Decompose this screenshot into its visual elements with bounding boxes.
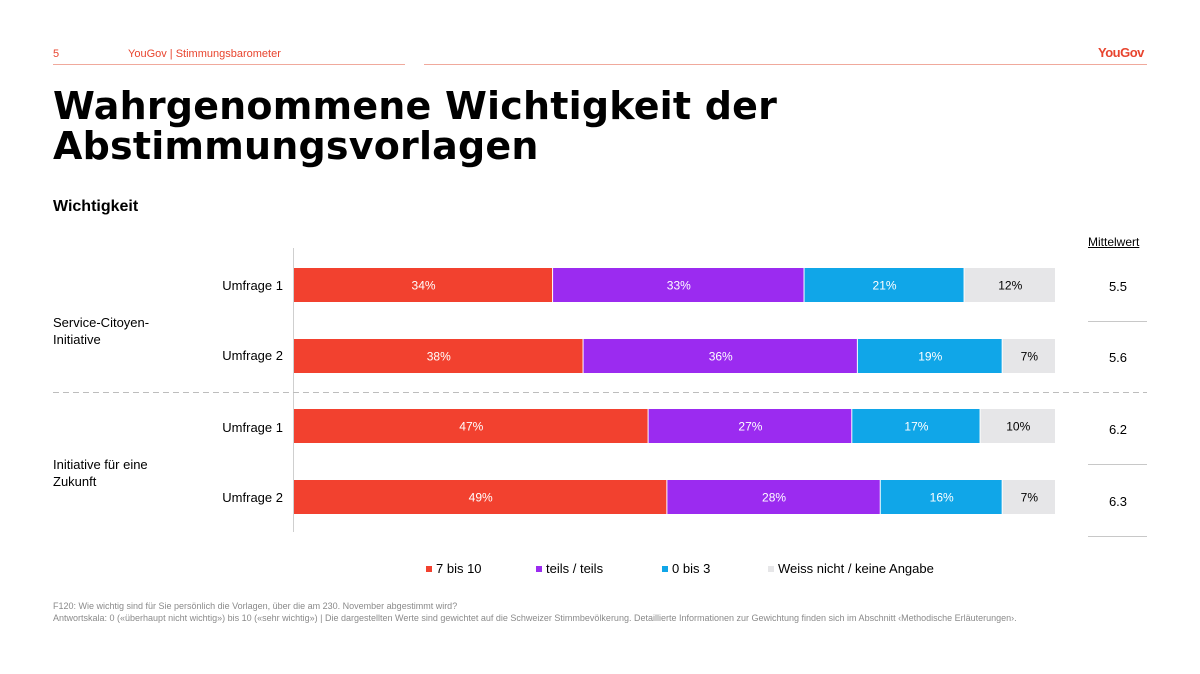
bar-seg-7-bis-10	[294, 268, 553, 302]
bar-data-label: 19%	[918, 350, 942, 364]
bar-data-label: 10%	[1006, 420, 1030, 434]
legend-label: 0 bis 3	[672, 561, 711, 576]
bar-seg-teils-teils	[667, 480, 880, 514]
bar-seg-0-bis-3	[804, 268, 964, 302]
row-label: Umfrage 1	[222, 278, 283, 293]
bar-seg-teils-teils	[648, 409, 852, 443]
row-label: Umfrage 2	[222, 490, 283, 505]
header-divider-left	[53, 64, 405, 65]
yougov-logo: YouGov	[1098, 45, 1144, 60]
bar-seg-7-bis-10	[294, 480, 667, 514]
chart-legend: 7 bis 10 teils / teils 0 bis 3 Weiss nic…	[426, 561, 934, 576]
group-label-zukunft: Initiative für eine Zukunft	[53, 456, 203, 490]
footnote: F120: Wie wichtig sind für Sie persönlic…	[53, 600, 1153, 624]
bar-seg-0-bis-3	[857, 339, 1002, 373]
bar-seg-teils-teils	[583, 339, 857, 373]
mean-value: 5.5	[1108, 279, 1128, 294]
legend-item-none: Weiss nicht / keine Angabe	[768, 561, 934, 576]
page-number: 5	[53, 48, 60, 60]
bar-data-label: 7%	[1021, 350, 1039, 364]
group-label-line-1: Initiative für eine	[53, 457, 148, 472]
bar-seg-keine-angabe	[964, 268, 1055, 302]
page-title-line-2: Abstimmungsvorlagen	[53, 124, 539, 168]
legend-item-high: 7 bis 10	[426, 561, 536, 576]
group-label-service-citoyen: Service-Citoyen- Initiative	[53, 314, 203, 348]
bar-data-label: 47%	[459, 420, 483, 434]
legend-label: teils / teils	[546, 561, 604, 576]
footnote-scale: Antwortskala: 0 («überhaupt nicht wichti…	[53, 613, 1017, 623]
bar-seg-keine-angabe	[980, 409, 1055, 443]
row-label: Umfrage 1	[222, 420, 283, 435]
bar-data-label: 12%	[998, 279, 1022, 293]
legend-swatch-icon	[426, 565, 432, 572]
legend-swatch-icon	[536, 565, 542, 572]
mean-value: 5.6	[1108, 350, 1128, 365]
bar-seg-0-bis-3	[880, 480, 1002, 514]
legend-swatch-icon	[662, 565, 668, 572]
legend-item-low: 0 bis 3	[662, 561, 768, 576]
mean-value: 6.2	[1108, 422, 1128, 437]
bar-data-label: 28%	[762, 491, 786, 505]
group-label-line-1: Service-Citoyen-	[53, 315, 150, 330]
group-label-line-2: Zukunft	[53, 474, 97, 489]
group-label-line-2: Initiative	[53, 332, 101, 347]
mean-column-header: Mittelwert	[1088, 235, 1140, 249]
bar-seg-teils-teils	[553, 268, 804, 302]
bar-data-label: 21%	[873, 279, 897, 293]
legend-swatch-icon	[768, 565, 774, 572]
header-title: YouGov | Stimmungsbarometer	[128, 48, 281, 60]
bar-data-label: 33%	[667, 279, 691, 293]
bar-seg-7-bis-10	[294, 409, 648, 443]
legend-label: 7 bis 10	[436, 561, 482, 576]
bar-data-label: 36%	[709, 350, 733, 364]
page-title: Wahrgenommene Wichtigkeit der Abstimmung…	[53, 86, 1053, 166]
footnote-question: F120: Wie wichtig sind für Sie persönlic…	[53, 601, 458, 611]
legend-item-mid: teils / teils	[536, 561, 662, 576]
chart-subtitle: Wichtigkeit	[53, 198, 139, 215]
bar-data-label: 17%	[904, 420, 928, 434]
bar-seg-7-bis-10	[294, 339, 583, 373]
header-divider-right	[424, 64, 1147, 65]
mean-value: 6.3	[1108, 494, 1128, 509]
bar-seg-0-bis-3	[852, 409, 980, 443]
bar-data-label: 16%	[930, 491, 954, 505]
bar-data-label: 34%	[412, 279, 436, 293]
bar-data-label: 27%	[738, 420, 762, 434]
bar-seg-keine-angabe	[1002, 480, 1055, 514]
bar-data-label: 7%	[1021, 491, 1039, 505]
row-label: Umfrage 2	[222, 348, 283, 363]
legend-label: Weiss nicht / keine Angabe	[778, 561, 934, 576]
bar-data-label: 38%	[427, 350, 451, 364]
bar-seg-keine-angabe	[1002, 339, 1055, 373]
bar-data-label: 49%	[469, 491, 493, 505]
page-title-line-1: Wahrgenommene Wichtigkeit der	[53, 84, 778, 128]
